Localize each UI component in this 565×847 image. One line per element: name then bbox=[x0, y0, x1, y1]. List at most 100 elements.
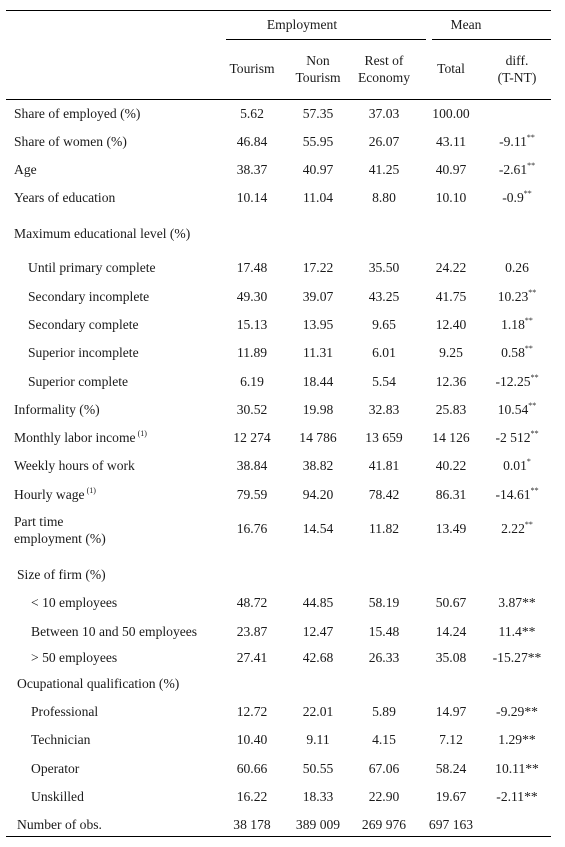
table-cell: 11.82 bbox=[368, 521, 400, 536]
header-col-diff-line2: (T-NT) bbox=[497, 70, 537, 85]
table-cell: 41.75 bbox=[435, 289, 467, 304]
row-label: Years of education bbox=[14, 190, 116, 205]
table-cell: -12.25** bbox=[495, 373, 539, 390]
table-cell: 19.98 bbox=[302, 402, 334, 417]
table-cell: 26.07 bbox=[368, 134, 400, 149]
row-label: Hourly wage (1) bbox=[14, 486, 96, 503]
table-cell: 18.33 bbox=[302, 789, 334, 804]
table-cell: -14.61** bbox=[495, 486, 539, 503]
table-cell: 10.14 bbox=[236, 190, 268, 205]
significance-marker: ** bbox=[523, 189, 532, 198]
table-cell: 38.37 bbox=[236, 162, 268, 177]
table-cell: 11.31 bbox=[302, 345, 334, 360]
table-cell: 50.67 bbox=[435, 595, 467, 610]
table-cell: 9.25 bbox=[439, 345, 463, 360]
table-cell: 0.58** bbox=[501, 344, 533, 361]
table-cell: 0.01* bbox=[503, 457, 531, 474]
table-cell: 1.18** bbox=[501, 316, 533, 333]
table-cell: -15.27** bbox=[492, 650, 542, 665]
table-cell: 3.87** bbox=[498, 595, 536, 610]
row-label: Informality (%) bbox=[14, 402, 100, 417]
row-label: Number of obs. bbox=[17, 817, 102, 832]
row-label: Age bbox=[14, 162, 37, 177]
table-cell: 10.54** bbox=[497, 401, 537, 418]
table-cell: 17.22 bbox=[302, 260, 334, 275]
table-cell: 35.50 bbox=[368, 260, 400, 275]
table-cell: 86.31 bbox=[435, 487, 467, 502]
table-cell: 40.97 bbox=[435, 162, 467, 177]
table-cell: 0.26 bbox=[505, 260, 529, 275]
table-cell: 49.30 bbox=[236, 289, 268, 304]
table-cell: 9.11 bbox=[306, 732, 330, 747]
table-cell: 78.42 bbox=[368, 487, 400, 502]
table-cell: 269 976 bbox=[361, 817, 407, 832]
row-label: Operator bbox=[31, 761, 80, 776]
header-col-non-tourism-line2: Tourism bbox=[295, 70, 341, 85]
table-cell: 14.54 bbox=[302, 521, 334, 536]
table-cell: 11.04 bbox=[302, 190, 334, 205]
table-cell: 10.10 bbox=[435, 190, 467, 205]
table-cell: 18.44 bbox=[302, 374, 334, 389]
table-cell: 60.66 bbox=[236, 761, 268, 776]
table-cell: 12.47 bbox=[302, 624, 334, 639]
table-cell: 10.11** bbox=[495, 761, 539, 776]
table-cell: 40.97 bbox=[302, 162, 334, 177]
table-cell: 389 009 bbox=[295, 817, 341, 832]
row-label: Until primary complete bbox=[28, 260, 156, 275]
table-cell: 6.19 bbox=[240, 374, 264, 389]
table-cell: 11.4** bbox=[498, 624, 536, 639]
header-col-diff-line1: diff. bbox=[505, 53, 529, 68]
table-cell: 4.15 bbox=[372, 732, 396, 747]
row-label: Monthly labor income (1) bbox=[14, 429, 147, 446]
table-cell: -2 512** bbox=[495, 429, 539, 446]
table-cell: 12.36 bbox=[435, 374, 467, 389]
table-cell: 9.65 bbox=[372, 317, 396, 332]
row-label: Share of employed (%) bbox=[14, 106, 141, 121]
table-cell: 5.54 bbox=[372, 374, 396, 389]
table-cell: 10.23** bbox=[497, 288, 537, 305]
significance-marker: ** bbox=[527, 161, 536, 170]
table-cell: 13 659 bbox=[365, 430, 403, 445]
table-cell: 43.11 bbox=[435, 134, 467, 149]
header-col-tourism: Tourism bbox=[229, 61, 275, 76]
table-cell: 27.41 bbox=[236, 650, 268, 665]
header-col-rest-line1: Rest of bbox=[364, 53, 404, 68]
table-cell: 38 178 bbox=[233, 817, 271, 832]
row-label: Secondary incomplete bbox=[28, 289, 150, 304]
table-cell: 12.40 bbox=[435, 317, 467, 332]
table-bottom-rule bbox=[6, 836, 551, 837]
significance-marker: * bbox=[526, 457, 531, 466]
table-cell: 44.85 bbox=[302, 595, 334, 610]
table-cell: 11.89 bbox=[236, 345, 268, 360]
significance-marker: ** bbox=[524, 316, 533, 325]
header-col-non-tourism-line1: Non bbox=[306, 53, 330, 68]
table-cell: 17.48 bbox=[236, 260, 268, 275]
table-cell: 25.83 bbox=[435, 402, 467, 417]
table-cell: 12.72 bbox=[236, 704, 268, 719]
table-cell: 38.82 bbox=[302, 458, 334, 473]
table-cell: 55.95 bbox=[302, 134, 334, 149]
row-label: Share of women (%) bbox=[14, 134, 127, 149]
table-top-rule bbox=[6, 10, 551, 11]
table-cell: 32.83 bbox=[368, 402, 400, 417]
table-cell: 14.97 bbox=[435, 704, 467, 719]
table-cell: 24.22 bbox=[435, 260, 467, 275]
row-label: Unskilled bbox=[31, 789, 84, 804]
table-cell: -0.9** bbox=[502, 189, 532, 206]
row-label: Professional bbox=[31, 704, 99, 719]
table-cell: 38.84 bbox=[236, 458, 268, 473]
table-cell: 57.35 bbox=[302, 106, 334, 121]
row-label: > 50 employees bbox=[31, 650, 118, 665]
row-label: Weekly hours of work bbox=[14, 458, 135, 473]
footnote-marker: (1) bbox=[135, 429, 147, 438]
table-cell: 46.84 bbox=[236, 134, 268, 149]
table-cell: 5.89 bbox=[372, 704, 396, 719]
table-cell: 15.13 bbox=[236, 317, 268, 332]
table-cell: 41.81 bbox=[368, 458, 400, 473]
row-label: Technician bbox=[31, 732, 91, 747]
table-cell: -2.11** bbox=[496, 789, 538, 804]
table-cell: 22.90 bbox=[368, 789, 400, 804]
significance-marker: ** bbox=[524, 520, 533, 529]
mean-group-rule bbox=[432, 39, 551, 40]
table-cell: 13.49 bbox=[435, 521, 467, 536]
